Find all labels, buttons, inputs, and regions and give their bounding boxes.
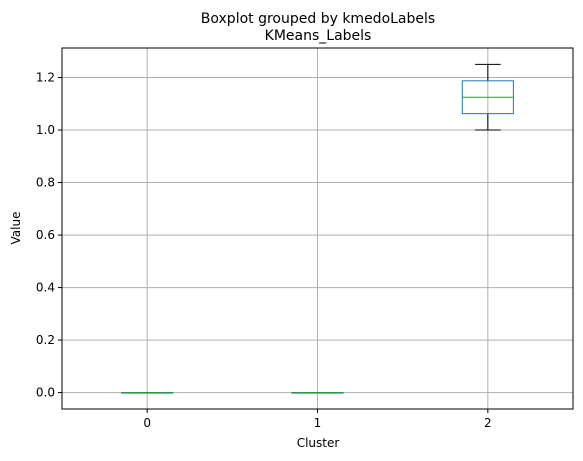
x-tick-label: 0 <box>143 416 151 430</box>
y-axis-ticks: 0.0 0.2 0.4 0.6 0.8 1.0 1.2 <box>36 71 62 400</box>
x-tick-label: 1 <box>314 416 322 430</box>
y-tick-label: 0.4 <box>36 281 55 295</box>
axes-frame <box>61 47 574 410</box>
box-cluster-0 <box>121 392 174 394</box>
y-tick-label: 0.8 <box>36 176 55 190</box>
x-axis-label: Cluster <box>297 436 340 450</box>
x-axis-ticks: 0 1 2 <box>143 409 492 430</box>
x-tick-label: 2 <box>484 416 492 430</box>
box-cluster-1 <box>291 392 344 394</box>
y-axis-label: Value <box>9 212 23 245</box>
y-tick-label: 1.0 <box>36 123 55 137</box>
y-tick-label: 0.0 <box>36 386 55 400</box>
chart-title: KMeans_Labels <box>265 28 372 44</box>
y-tick-label: 1.2 <box>36 71 55 85</box>
y-tick-label: 0.2 <box>36 333 55 347</box>
figure-suptitle: Boxplot grouped by kmedoLabels <box>201 11 435 27</box>
y-tick-label: 0.6 <box>36 228 55 242</box>
boxes <box>121 63 514 394</box>
box-cluster-2 <box>461 63 514 131</box>
grid-lines <box>62 48 573 409</box>
